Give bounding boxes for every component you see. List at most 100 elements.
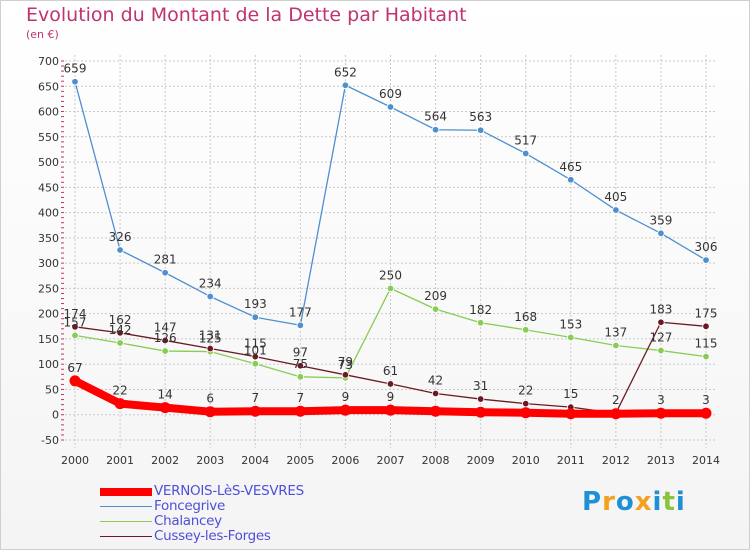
x-tick-label: 2001 [106, 454, 134, 467]
data-label: 73 [338, 358, 353, 372]
data-label: 125 [199, 332, 222, 346]
legend-label: Foncegrive [154, 498, 225, 514]
data-point [700, 407, 712, 419]
data-label: 306 [695, 240, 718, 254]
y-tick-label: 700 [38, 55, 59, 68]
data-point [206, 344, 214, 353]
y-tick-label: 600 [38, 106, 59, 119]
data-point [702, 256, 710, 264]
x-tick-label: 2013 [647, 454, 675, 467]
data-point [610, 408, 622, 420]
data-label: 157 [64, 315, 87, 329]
data-point [567, 176, 575, 184]
data-point [475, 406, 487, 418]
data-point [702, 352, 710, 361]
x-tick-label: 2000 [61, 454, 89, 467]
data-label: 9 [387, 390, 395, 404]
x-tick-label: 2006 [331, 454, 359, 467]
data-label: 7 [297, 391, 305, 405]
data-point [249, 405, 261, 417]
data-label: 79 [338, 355, 353, 369]
data-label: 67 [67, 361, 82, 375]
data-label: 168 [514, 310, 537, 324]
data-point [522, 399, 530, 408]
data-point [296, 362, 305, 370]
data-label: 609 [379, 87, 402, 101]
data-label: 563 [469, 110, 492, 124]
y-tick-label: 450 [38, 181, 59, 194]
y-tick-label: 0 [52, 409, 59, 422]
data-point [69, 375, 81, 387]
y-tick-label: 550 [38, 131, 59, 144]
data-label: 174 [64, 307, 87, 321]
data-label: 137 [604, 326, 627, 340]
data-label: 142 [109, 323, 132, 337]
data-point [657, 346, 665, 355]
data-point [702, 322, 710, 330]
data-label: 162 [109, 313, 132, 327]
data-point [476, 395, 485, 403]
y-tick-label: 300 [38, 257, 59, 270]
data-label: 7 [251, 391, 259, 405]
data-label: 183 [649, 302, 672, 316]
data-point [341, 371, 350, 379]
data-point [612, 341, 620, 350]
x-tick-label: 2014 [692, 454, 720, 467]
data-point [430, 405, 442, 417]
x-tick-label: 2009 [467, 454, 495, 467]
data-point [161, 269, 169, 277]
x-tick-label: 2011 [557, 454, 585, 467]
y-tick-label: 150 [38, 333, 59, 346]
y-tick-label: -50 [41, 434, 59, 447]
data-point [204, 406, 216, 418]
data-label: 97 [293, 346, 308, 360]
data-point [296, 373, 305, 381]
data-point [431, 126, 440, 134]
y-tick-label: 650 [38, 80, 59, 93]
legend-label: VERNOIS-LèS-VESVRES [154, 483, 304, 499]
x-tick-label: 2004 [241, 454, 269, 467]
x-tick-label: 2002 [151, 454, 179, 467]
legend-swatch [100, 488, 152, 496]
data-label: 115 [695, 337, 718, 351]
data-point [520, 407, 532, 419]
y-tick-label: 400 [38, 207, 59, 220]
data-point [251, 359, 259, 368]
y-tick-label: 200 [38, 308, 59, 321]
data-label: 6 [206, 392, 214, 406]
data-label: 177 [289, 305, 312, 319]
x-tick-label: 2008 [422, 454, 450, 467]
data-point [161, 336, 169, 345]
legend-swatch [100, 506, 152, 507]
data-label: 465 [559, 160, 582, 174]
data-label: 281 [154, 253, 177, 267]
data-label: 405 [604, 190, 627, 204]
data-point [386, 284, 395, 293]
data-label: 22 [112, 384, 127, 398]
data-label: 153 [559, 317, 582, 331]
data-point [251, 313, 259, 321]
data-label: 182 [469, 303, 492, 317]
data-label: 234 [199, 276, 222, 290]
data-point [71, 331, 79, 340]
data-label: 61 [383, 364, 398, 378]
data-label: 15 [563, 387, 578, 401]
proxiti-logo: Proxiti [582, 487, 686, 517]
data-point [385, 404, 396, 416]
x-tick-label: 2003 [196, 454, 224, 467]
data-label: 9 [342, 390, 350, 404]
chart-title: Evolution du Montant de la Dette par Hab… [26, 4, 467, 26]
data-point [476, 126, 485, 134]
data-point [71, 323, 79, 331]
data-point [386, 380, 395, 388]
data-point [655, 407, 667, 419]
data-label: 659 [64, 62, 87, 76]
data-point [114, 398, 126, 410]
data-label: 22 [518, 384, 533, 398]
data-point [294, 405, 306, 417]
data-point [431, 389, 440, 398]
data-label: 42 [428, 374, 443, 388]
x-tick-label: 2010 [512, 454, 540, 467]
data-label: 193 [244, 297, 267, 311]
